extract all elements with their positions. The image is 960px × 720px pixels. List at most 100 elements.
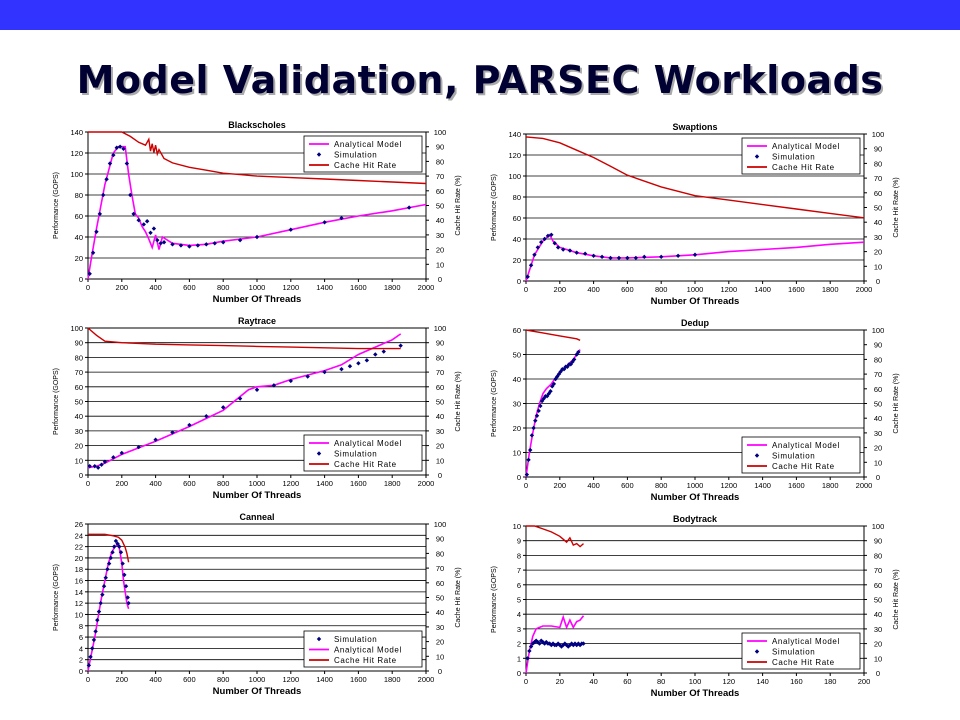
- chart-dedup: 0 10 20 30 40 50 60 0 10 20 30 40 50 60 70 80 90 100 0 200 4…: [482, 316, 900, 504]
- sim-marker: [555, 245, 561, 250]
- y2-tick-label: 10: [874, 458, 882, 467]
- sim-marker: [339, 215, 344, 221]
- sim-marker: [381, 349, 386, 354]
- legend-label: Analytical Model: [334, 646, 402, 655]
- sim-marker: [406, 205, 412, 210]
- sim-marker: [113, 538, 119, 544]
- sim-marker: [144, 219, 150, 224]
- x-tick-label: 1200: [282, 675, 299, 684]
- sim-marker: [96, 609, 102, 614]
- x-tick-label: 600: [183, 675, 196, 684]
- y2-tick-label: 90: [436, 339, 444, 348]
- y-tick-label: 30: [75, 427, 83, 436]
- chart-title: Canneal: [239, 512, 274, 522]
- y-tick-label: 40: [513, 235, 521, 244]
- sim-marker: [111, 152, 116, 158]
- x-tick-label: 140: [756, 677, 769, 686]
- y2-axis-label: Cache Hit Rate (%): [455, 371, 462, 431]
- y2-tick-label: 50: [436, 398, 444, 407]
- y-tick-label: 0: [79, 275, 83, 284]
- legend-swatch: [316, 636, 322, 642]
- y2-tick-label: 20: [874, 444, 882, 453]
- analytical-model-line: [525, 349, 581, 478]
- y-tick-label: 40: [513, 375, 521, 384]
- sim-marker: [204, 414, 209, 419]
- y2-tick-label: 100: [872, 130, 885, 139]
- y-tick-label: 40: [75, 233, 83, 242]
- y2-tick-label: 50: [874, 596, 882, 605]
- y2-tick-label: 80: [874, 355, 882, 364]
- legend-swatch: [316, 451, 322, 456]
- legend-label: Cache Hit Rate: [334, 460, 397, 469]
- y2-tick-label: 100: [872, 326, 885, 335]
- x-tick-label: 1000: [687, 285, 704, 294]
- legend-label: Simulation: [334, 151, 377, 160]
- x-tick-label: 1600: [350, 479, 367, 488]
- sim-marker: [322, 369, 327, 375]
- y2-tick-label: 10: [874, 654, 882, 663]
- sim-marker: [528, 263, 534, 268]
- sim-marker: [659, 254, 664, 260]
- x-tick-label: 200: [116, 283, 129, 292]
- chart-raytrace: 0 10 20 30 40 50 60 70 80 90 100 0 10 20 30 40 50 60 70 80 9…: [44, 314, 462, 502]
- x-tick-label: 1800: [822, 481, 839, 490]
- sim-marker: [90, 250, 96, 255]
- x-tick-label: 1400: [316, 283, 333, 292]
- sim-marker: [148, 230, 153, 235]
- x-tick-label: 1200: [282, 283, 299, 292]
- x-tick-label: 1600: [788, 285, 805, 294]
- y2-tick-label: 60: [874, 189, 882, 198]
- y-tick-label: 4: [517, 610, 521, 619]
- sim-marker: [103, 575, 108, 580]
- y2-tick-label: 20: [436, 442, 444, 451]
- y2-tick-label: 0: [876, 473, 880, 482]
- y2-tick-label: 40: [436, 412, 444, 421]
- cache-hit-rate-line: [87, 327, 401, 350]
- legend-label: Analytical Model: [772, 637, 840, 646]
- x-tick-label: 2000: [418, 479, 435, 488]
- y-tick-label: 70: [75, 368, 83, 377]
- y-tick-label: 120: [70, 149, 83, 158]
- y2-tick-label: 0: [876, 277, 880, 286]
- y2-tick-label: 90: [436, 143, 444, 152]
- cache-hit-rate-line: [525, 329, 581, 341]
- y2-axis-label: Cache Hit Rate (%): [455, 175, 462, 235]
- x-tick-label: 0: [524, 677, 528, 686]
- sim-marker: [356, 361, 361, 366]
- sim-marker: [104, 177, 109, 182]
- y-tick-label: 50: [513, 351, 521, 360]
- x-tick-label: 800: [655, 285, 668, 294]
- y2-tick-label: 20: [436, 246, 444, 255]
- sim-marker: [118, 550, 124, 555]
- y2-tick-label: 30: [874, 429, 882, 438]
- legend-label: Analytical Model: [772, 142, 840, 151]
- x-tick-label: 400: [149, 479, 162, 488]
- cache-hit-rate-line: [88, 131, 427, 185]
- legend-label: Analytical Model: [772, 441, 840, 450]
- y-tick-label: 20: [75, 442, 83, 451]
- y-tick-label: 10: [513, 449, 521, 458]
- x-tick-label: 800: [217, 479, 230, 488]
- y2-tick-label: 30: [436, 623, 444, 632]
- x-tick-label: 600: [621, 481, 634, 490]
- y-tick-label: 7: [517, 566, 521, 575]
- y-tick-label: 0: [517, 669, 521, 678]
- legend-label: Cache Hit Rate: [334, 161, 397, 170]
- sim-marker: [528, 447, 533, 453]
- x-tick-label: 1000: [249, 479, 266, 488]
- analytical-model-line: [87, 333, 402, 469]
- y2-tick-label: 80: [436, 549, 444, 558]
- legend-swatch: [754, 154, 760, 159]
- x-tick-label: 1200: [720, 481, 737, 490]
- legend-swatch: [754, 453, 760, 458]
- y-tick-label: 8: [517, 551, 521, 560]
- y2-tick-label: 30: [436, 231, 444, 240]
- y-tick-label: 14: [75, 588, 83, 597]
- x-axis-label: Number Of Threads: [651, 296, 740, 307]
- sim-marker: [101, 583, 107, 589]
- sim-marker: [571, 357, 577, 362]
- sim-marker: [95, 617, 100, 623]
- y-tick-label: 60: [513, 214, 521, 223]
- sim-marker: [546, 391, 552, 396]
